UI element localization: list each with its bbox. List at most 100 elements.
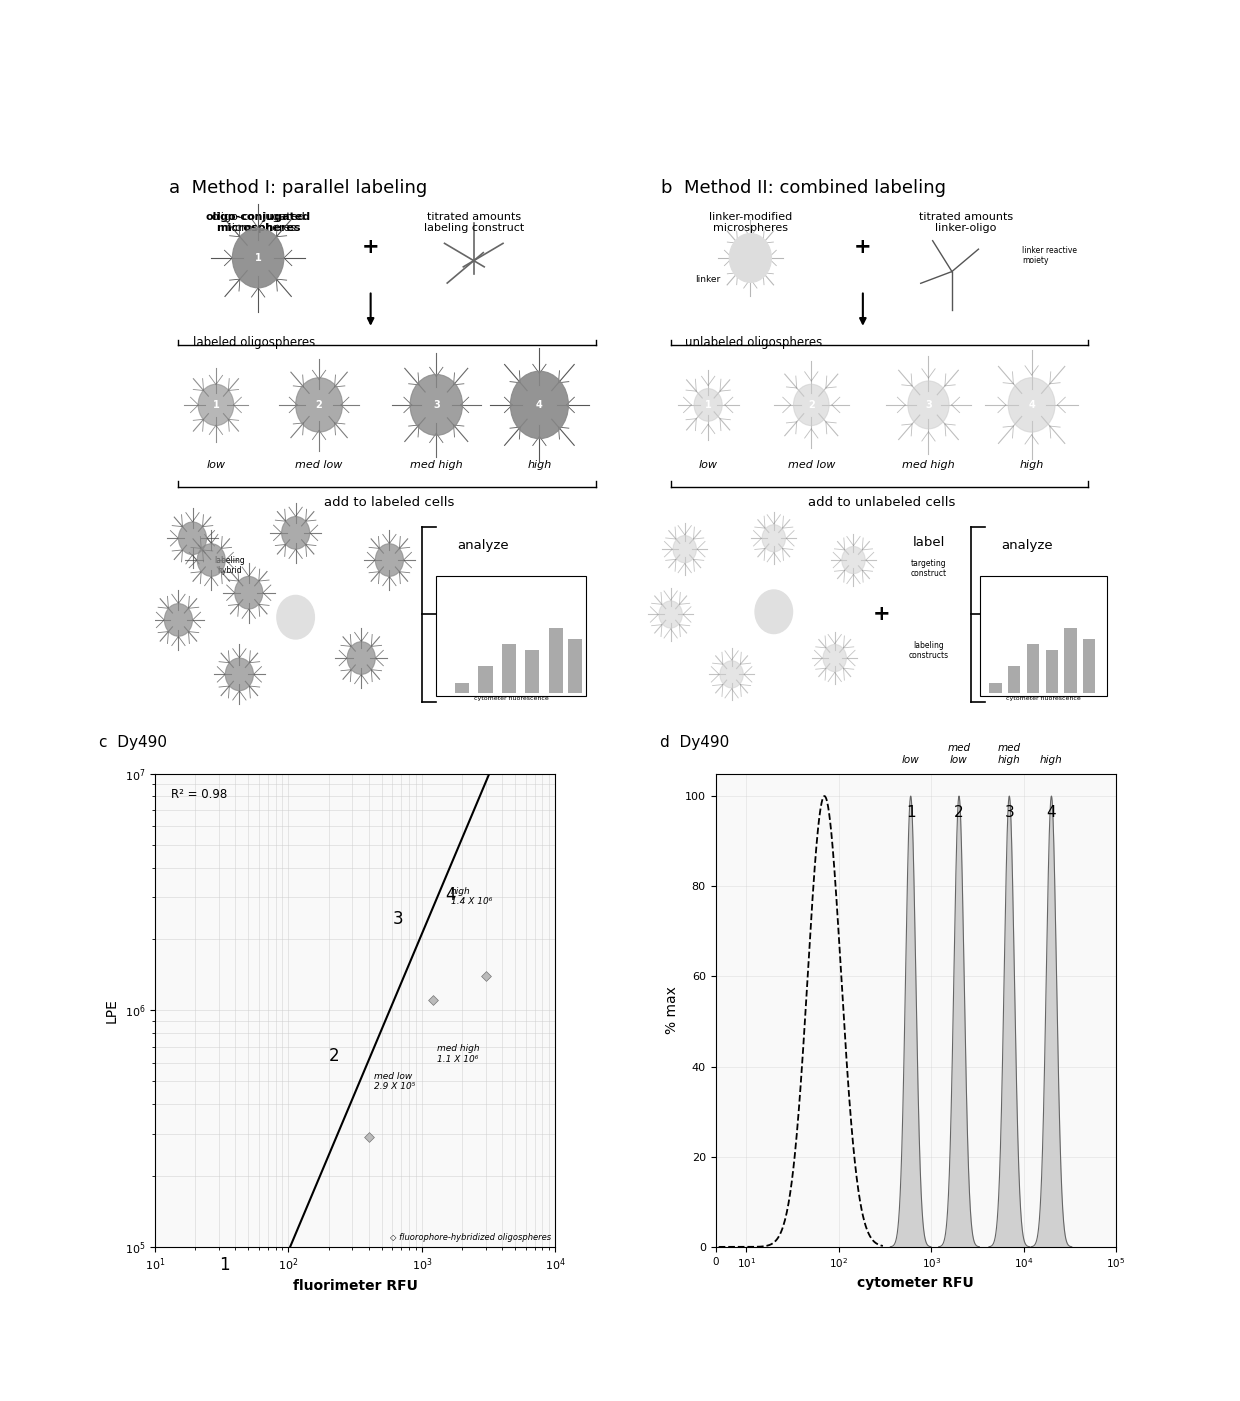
Y-axis label: LPE: LPE xyxy=(105,998,119,1023)
Circle shape xyxy=(694,388,722,422)
Text: b  Method II: combined labeling: b Method II: combined labeling xyxy=(661,179,946,198)
Text: high: high xyxy=(1040,755,1063,765)
Circle shape xyxy=(295,378,342,432)
Circle shape xyxy=(734,566,813,658)
Text: targeting
construct: targeting construct xyxy=(910,559,946,579)
Circle shape xyxy=(255,572,336,664)
Text: +: + xyxy=(362,237,379,256)
Text: med low
2.9 X 10⁵: med low 2.9 X 10⁵ xyxy=(374,1072,415,1091)
Text: 1: 1 xyxy=(704,399,712,410)
Text: 4: 4 xyxy=(445,885,456,904)
Text: med low: med low xyxy=(787,460,835,469)
Bar xyxy=(568,639,582,693)
Text: oligo-conjugated
microspheres: oligo-conjugated microspheres xyxy=(211,212,305,234)
Text: add to unlabeled cells: add to unlabeled cells xyxy=(808,496,955,510)
Circle shape xyxy=(842,546,866,573)
Text: 1: 1 xyxy=(212,399,219,410)
Circle shape xyxy=(732,237,769,280)
Text: med high: med high xyxy=(410,460,463,469)
Circle shape xyxy=(763,524,785,552)
Bar xyxy=(1045,650,1058,693)
Text: 4: 4 xyxy=(1047,806,1056,820)
Circle shape xyxy=(720,661,743,688)
X-axis label: fluorimeter RFU: fluorimeter RFU xyxy=(293,1279,418,1293)
Text: ◇ fluorophore-hybridized oligospheres: ◇ fluorophore-hybridized oligospheres xyxy=(391,1233,552,1243)
Text: 1: 1 xyxy=(219,1257,229,1275)
Bar xyxy=(1064,628,1076,693)
Y-axis label: % max: % max xyxy=(666,986,680,1034)
Text: 1: 1 xyxy=(906,806,915,820)
Text: high: high xyxy=(1019,460,1044,469)
Circle shape xyxy=(281,517,310,549)
Bar xyxy=(479,667,492,693)
Text: 3: 3 xyxy=(1004,806,1014,820)
Text: 4: 4 xyxy=(1028,399,1035,410)
Circle shape xyxy=(823,644,847,671)
Text: add to labeled cells: add to labeled cells xyxy=(324,496,455,510)
Text: d  Dy490: d Dy490 xyxy=(660,736,729,750)
Text: low: low xyxy=(901,755,920,765)
Text: c  Dy490: c Dy490 xyxy=(99,736,167,750)
Circle shape xyxy=(1008,378,1055,432)
Point xyxy=(476,964,496,986)
Text: med high: med high xyxy=(903,460,955,469)
Text: +: + xyxy=(854,237,872,256)
Text: linker-modified
microspheres: linker-modified microspheres xyxy=(709,212,792,234)
Text: +: + xyxy=(873,604,890,625)
Text: titrated amounts
linker-oligo: titrated amounts linker-oligo xyxy=(919,212,1013,234)
Circle shape xyxy=(511,371,568,439)
Text: cytometer fluorescence: cytometer fluorescence xyxy=(474,696,548,702)
Point xyxy=(423,989,443,1012)
Text: 2: 2 xyxy=(329,1048,340,1065)
Circle shape xyxy=(755,590,792,633)
Text: med low: med low xyxy=(295,460,342,469)
Text: 2: 2 xyxy=(808,399,815,410)
Point xyxy=(358,1126,378,1149)
FancyBboxPatch shape xyxy=(980,576,1106,696)
Text: 3: 3 xyxy=(433,399,440,410)
Text: oligo-conjugated
microspheres: oligo-conjugated microspheres xyxy=(206,212,311,234)
Circle shape xyxy=(673,535,697,563)
Text: linker reactive
moiety: linker reactive moiety xyxy=(1022,245,1078,265)
Bar xyxy=(526,650,539,693)
Circle shape xyxy=(794,384,830,426)
Circle shape xyxy=(232,228,284,287)
Point xyxy=(249,1335,269,1358)
Text: a  Method I: parallel labeling: a Method I: parallel labeling xyxy=(169,179,428,198)
Text: labeling
hybrid: labeling hybrid xyxy=(215,556,246,576)
Text: 2: 2 xyxy=(955,806,963,820)
Bar xyxy=(455,682,469,693)
Circle shape xyxy=(198,384,234,426)
Circle shape xyxy=(729,234,771,283)
Text: 3: 3 xyxy=(925,399,932,410)
Text: 4: 4 xyxy=(536,399,543,410)
Text: labeled oligospheres: labeled oligospheres xyxy=(192,336,315,349)
Text: cytometer fluorescence: cytometer fluorescence xyxy=(1006,696,1081,702)
Circle shape xyxy=(410,374,463,436)
Text: analyze: analyze xyxy=(1001,539,1053,552)
X-axis label: cytometer RFU: cytometer RFU xyxy=(857,1276,975,1290)
Circle shape xyxy=(277,595,315,639)
Text: high: high xyxy=(527,460,552,469)
Text: linker: linker xyxy=(696,276,720,284)
Text: med
high: med high xyxy=(998,743,1021,765)
Circle shape xyxy=(908,381,949,429)
Circle shape xyxy=(165,604,192,636)
Text: label: label xyxy=(913,537,945,549)
Text: 2: 2 xyxy=(316,399,322,410)
Bar xyxy=(549,628,563,693)
Text: titrated amounts
labeling construct: titrated amounts labeling construct xyxy=(424,212,523,234)
Bar xyxy=(1084,639,1095,693)
Text: 3: 3 xyxy=(393,911,403,929)
Text: low: low xyxy=(206,460,226,469)
Circle shape xyxy=(234,576,263,609)
Text: analyze: analyze xyxy=(458,539,508,552)
Circle shape xyxy=(376,544,403,576)
Bar xyxy=(502,644,516,693)
Text: 1: 1 xyxy=(254,254,262,263)
Circle shape xyxy=(658,601,682,628)
Circle shape xyxy=(179,523,207,555)
Circle shape xyxy=(347,642,376,674)
Circle shape xyxy=(226,658,253,691)
Text: med high
1.1 X 10⁶: med high 1.1 X 10⁶ xyxy=(436,1045,480,1063)
